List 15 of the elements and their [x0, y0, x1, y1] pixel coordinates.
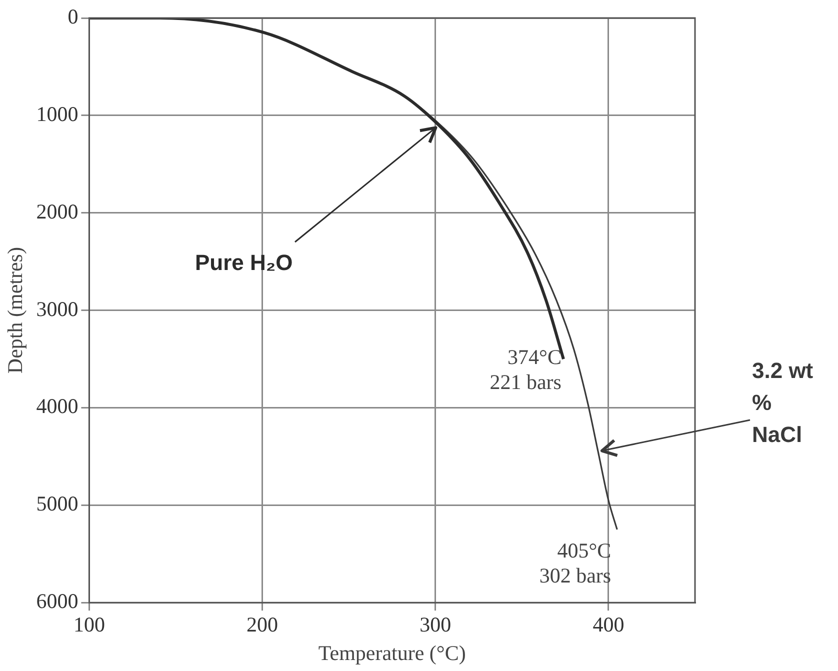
y-tick-label: 1000 — [36, 102, 78, 126]
y-tick-label: 4000 — [36, 394, 78, 418]
x-tick-label: 100 — [73, 612, 105, 637]
x-tick-label: 400 — [592, 612, 624, 637]
y-tick-label: 2000 — [36, 199, 78, 224]
y-tick-label: 6000 — [36, 589, 78, 614]
x-tick-label: 200 — [246, 612, 278, 637]
x-tick-label: 300 — [420, 612, 452, 637]
annotation: 374°C 221 bars — [490, 345, 562, 394]
text: 3.2 wt % NaCl — [752, 358, 814, 447]
y-axis-title: Depth (metres) — [3, 247, 28, 374]
y-tick-label: 0 — [68, 4, 78, 29]
y-tick-label: 3000 — [36, 296, 78, 321]
x-axis-title: Temperature (°C) — [318, 640, 466, 665]
y-tick-label: 5000 — [36, 492, 78, 516]
